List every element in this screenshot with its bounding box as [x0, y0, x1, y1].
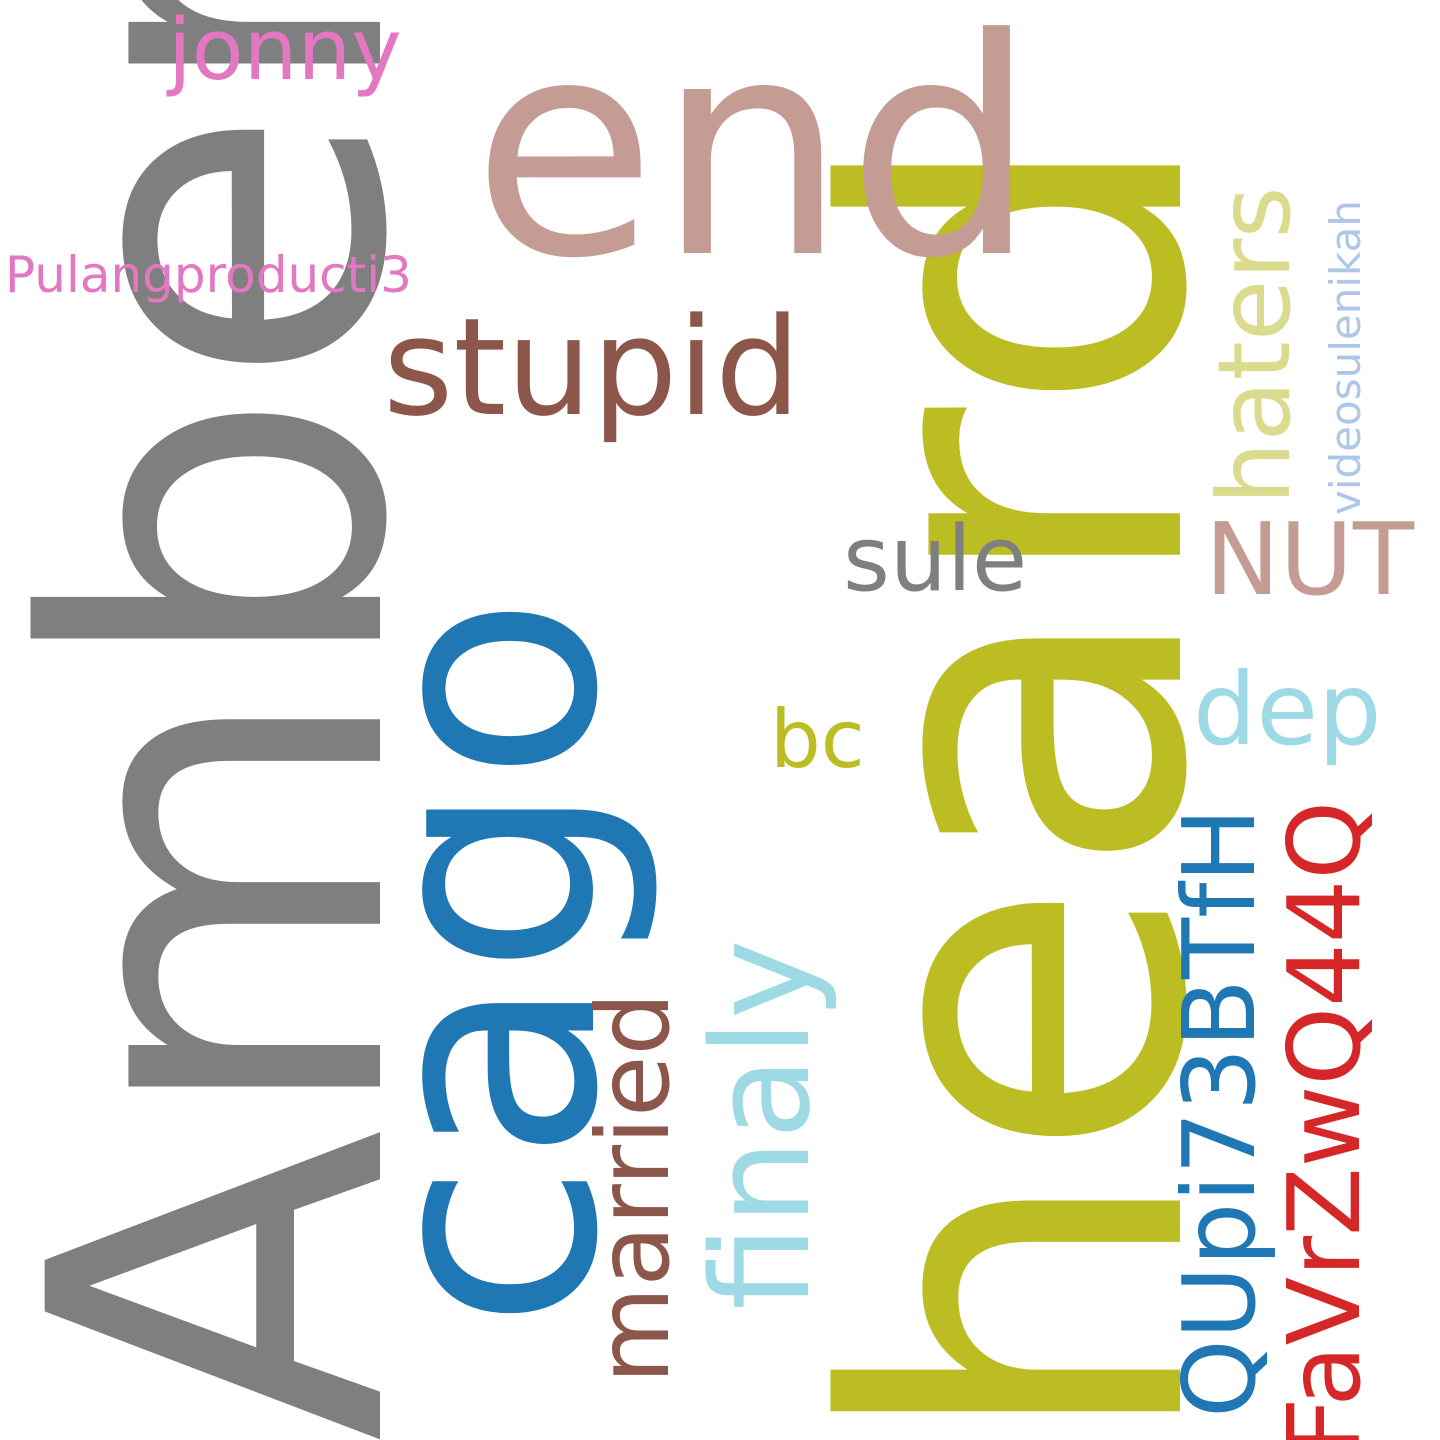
word-bc: bc [770, 693, 865, 786]
word-videosulenikah: videosulenikah [1321, 200, 1370, 515]
word-end: end [472, 0, 1038, 324]
word-favrzwq44q: FaVrZwQ44Q [1266, 800, 1383, 1440]
word-sule: sule [843, 507, 1028, 612]
word-jonny: jonny [168, 1, 402, 100]
word-dep: dep [1193, 651, 1382, 768]
word-finaly: finaly [683, 939, 840, 1310]
word-pulangproducti3: Pulangproducti3 [5, 246, 412, 304]
word-haters: haters [1196, 186, 1313, 505]
word-qupi73btfh: QUpi73BTfH [1161, 807, 1278, 1419]
word-stupid: stupid [383, 289, 801, 446]
word-married: married [575, 992, 692, 1384]
word-nut: NUT [1205, 501, 1415, 618]
